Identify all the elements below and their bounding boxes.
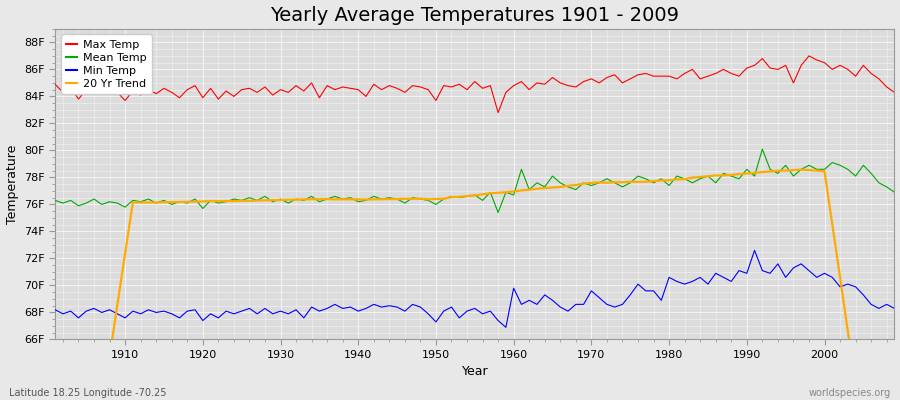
20 Yr Trend — [508, 189, 519, 194]
Max Temp — [804, 54, 814, 58]
Line: Min Temp: Min Temp — [55, 250, 895, 327]
20 Yr Trend — [500, 190, 511, 195]
Max Temp — [492, 110, 503, 115]
Min Temp — [329, 302, 340, 307]
Min Temp — [50, 307, 60, 312]
Min Temp — [283, 312, 293, 316]
Min Temp — [889, 306, 900, 311]
Max Temp — [283, 90, 293, 95]
20 Yr Trend — [112, 303, 122, 308]
20 Yr Trend — [329, 197, 340, 202]
20 Yr Trend — [796, 167, 806, 172]
Max Temp — [329, 87, 340, 92]
Line: 20 Yr Trend: 20 Yr Trend — [55, 170, 895, 400]
Min Temp — [609, 305, 620, 310]
Mean Temp — [508, 192, 519, 197]
Min Temp — [749, 248, 760, 253]
Mean Temp — [50, 198, 60, 203]
Max Temp — [609, 72, 620, 77]
Y-axis label: Temperature: Temperature — [5, 144, 19, 224]
Min Temp — [508, 286, 519, 290]
Mean Temp — [757, 147, 768, 152]
Text: Latitude 18.25 Longitude -70.25: Latitude 18.25 Longitude -70.25 — [9, 388, 166, 398]
Mean Temp — [329, 194, 340, 199]
Mean Temp — [492, 210, 503, 215]
Min Temp — [516, 302, 526, 307]
20 Yr Trend — [601, 180, 612, 185]
Max Temp — [889, 90, 900, 95]
Legend: Max Temp, Mean Temp, Min Temp, 20 Yr Trend: Max Temp, Mean Temp, Min Temp, 20 Yr Tre… — [60, 34, 152, 94]
Line: Max Temp: Max Temp — [55, 56, 895, 113]
Mean Temp — [609, 180, 620, 185]
Max Temp — [50, 82, 60, 87]
Text: worldspecies.org: worldspecies.org — [809, 388, 891, 398]
Max Temp — [112, 90, 122, 95]
Max Temp — [508, 83, 519, 88]
20 Yr Trend — [283, 197, 293, 202]
X-axis label: Year: Year — [462, 366, 488, 378]
Mean Temp — [516, 167, 526, 172]
Min Temp — [112, 312, 122, 316]
Line: Mean Temp: Mean Temp — [55, 149, 895, 212]
Min Temp — [500, 325, 511, 330]
Mean Temp — [112, 201, 122, 206]
Max Temp — [516, 79, 526, 84]
Title: Yearly Average Temperatures 1901 - 2009: Yearly Average Temperatures 1901 - 2009 — [270, 6, 680, 24]
Mean Temp — [283, 201, 293, 206]
Mean Temp — [889, 190, 900, 195]
